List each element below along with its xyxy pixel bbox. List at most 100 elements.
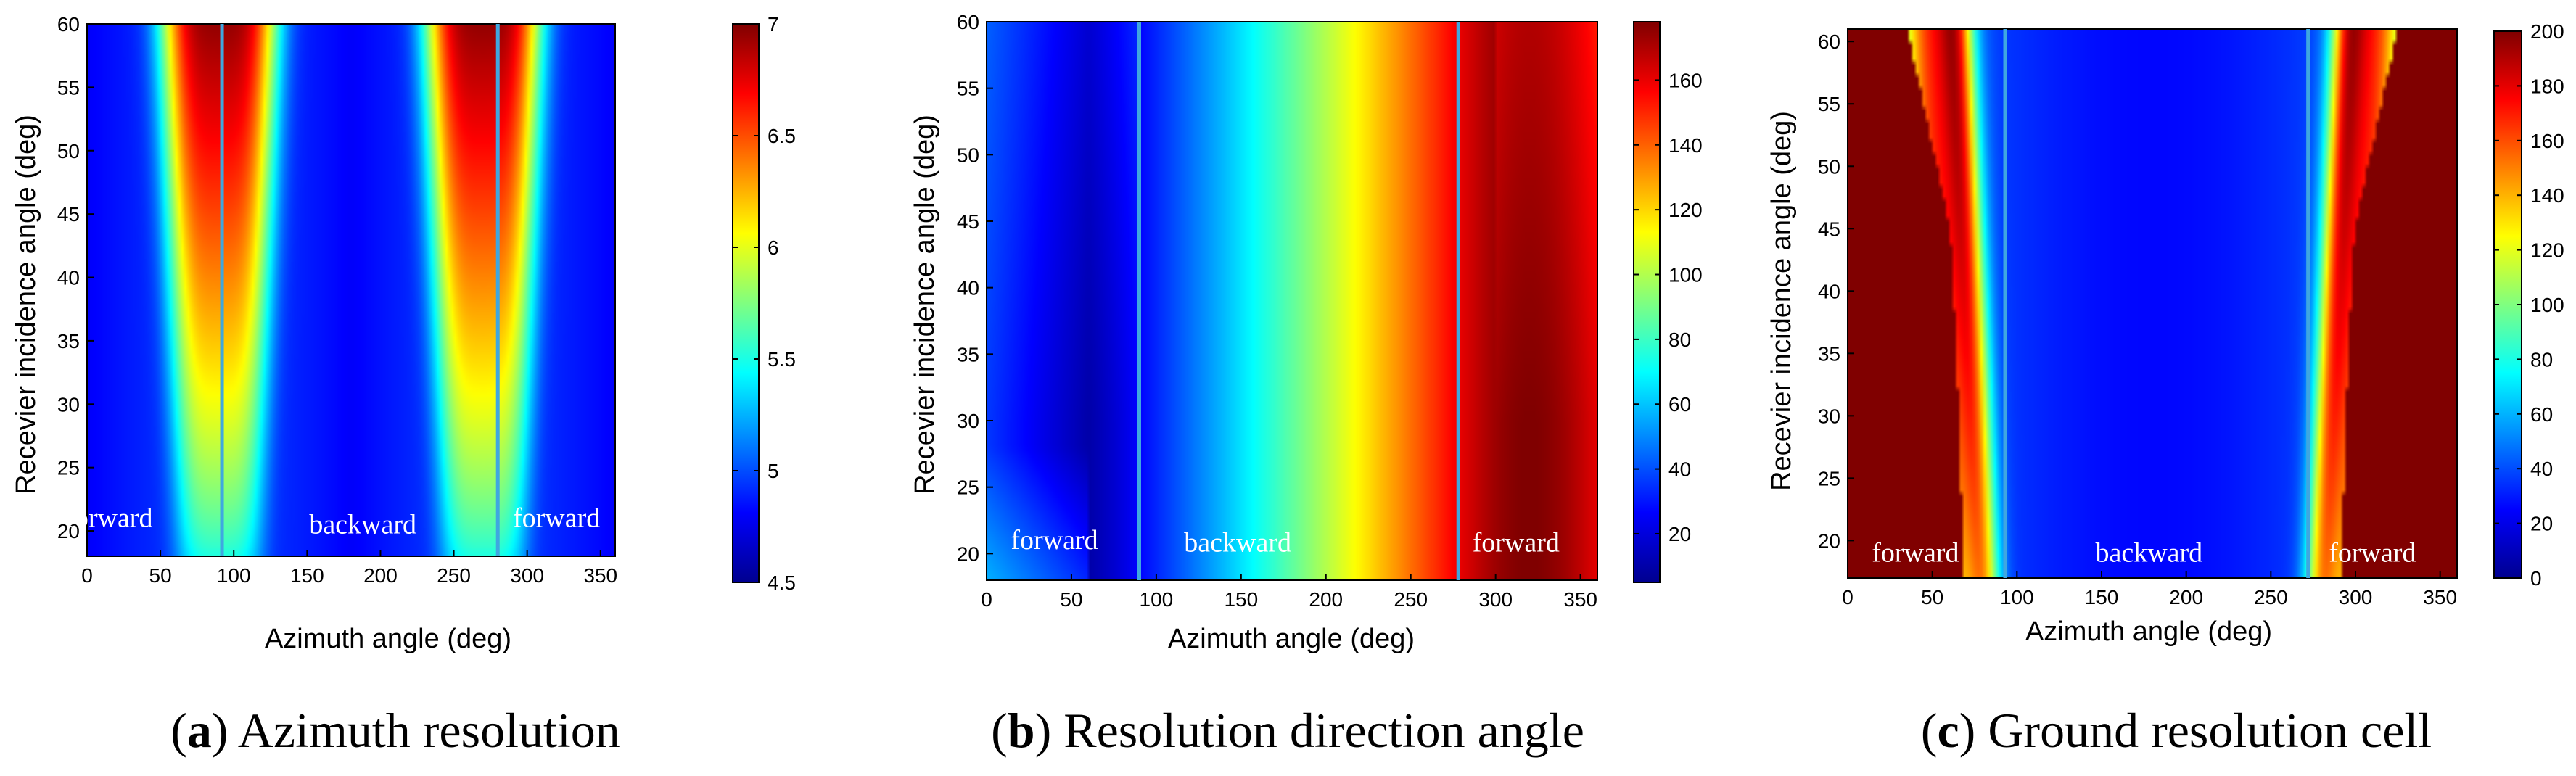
- colorbar-tick-label: 20: [1668, 523, 1691, 545]
- colorbar-tick-label: 40: [1668, 458, 1691, 481]
- colorbar-tick-label: 140: [1668, 134, 1703, 157]
- y-ticks-a: 20 25 30 35 40 45 50 55 60: [57, 13, 94, 542]
- region-label: backward: [1184, 528, 1291, 558]
- y-tick-label: 20: [1818, 529, 1840, 552]
- colorbar-tick-label: 160: [1668, 69, 1703, 91]
- region-labels-a: forward backward forward: [65, 503, 600, 540]
- y-tick-label: 25: [1818, 467, 1840, 490]
- x-tick-label: 350: [2423, 586, 2457, 608]
- colorbar-tick-label: 180: [2530, 75, 2564, 97]
- x-axis-label-b: Azimuth angle (deg): [1168, 624, 1415, 654]
- colorbar-tick-label: 4.5: [768, 571, 796, 594]
- y-tick-label: 60: [57, 13, 80, 36]
- x-axis-label-a: Azimuth angle (deg): [265, 624, 511, 654]
- x-tick-label: 150: [290, 564, 324, 587]
- colorbar-tick-label: 80: [1668, 329, 1691, 351]
- y-tick-label: 50: [957, 144, 979, 166]
- colorbar-ticks-c: 0 20 40 60 80 100 120 140 160 180 200: [2494, 20, 2564, 590]
- colorbar-tick-label: 200: [2530, 20, 2564, 43]
- dividers-c: [2003, 29, 2310, 578]
- panel-a: 0 50 100 150 200 250 300 350 202530354045505560…: [11, 13, 796, 758]
- x-tick-label: 250: [437, 564, 471, 587]
- region-label: forward: [65, 503, 152, 534]
- caption-text-b: Resolution direction angle: [1051, 703, 1584, 758]
- x-tick-label: 300: [510, 564, 544, 587]
- y-tick-label: 30: [57, 393, 80, 416]
- colorbar-ticks-b: 20 40 60 80 100 120 140 160: [1634, 69, 1703, 545]
- caption-c: (c) Ground resolution cell: [1921, 703, 2432, 758]
- x-tick-label: 250: [2254, 586, 2288, 608]
- colorbar-tick-label: 0: [2530, 567, 2542, 590]
- colorbar-tick-label: 20: [2530, 513, 2553, 535]
- x-tick-label: 0: [81, 564, 93, 587]
- region-labels-b: forward backward forward: [1011, 525, 1559, 558]
- colorbar-tick-label: 80: [2530, 348, 2553, 371]
- axes-frame-b: [986, 21, 1598, 581]
- colorbar-tick-label: 6.5: [768, 125, 796, 147]
- axes-frame-a: [86, 23, 616, 557]
- y-tick-label: 60: [1818, 30, 1840, 53]
- y-tick-label: 20: [957, 542, 979, 565]
- colorbar-tick-label: 7: [768, 13, 779, 36]
- region-label: backward: [2095, 538, 2202, 569]
- region-label: forward: [513, 503, 600, 534]
- region-label: forward: [1011, 525, 1098, 556]
- x-tick-label: 300: [2339, 586, 2373, 608]
- heatmap-a: [87, 24, 615, 556]
- y-tick-label: 35: [1818, 342, 1840, 365]
- y-tick-label: 25: [957, 476, 979, 499]
- caption-b: (b) Resolution direction angle: [991, 703, 1584, 758]
- colorbar-b: [1633, 21, 1661, 583]
- y-axis-label-b: Recevier incidence angle (deg): [910, 115, 940, 495]
- caption-text-c: Ground resolution cell: [1975, 703, 2432, 758]
- y-axis-label-c: Recevier incidence angle (deg): [1766, 111, 1797, 491]
- y-tick-label: 60: [957, 11, 979, 33]
- colorbar-tick-label: 100: [2530, 294, 2564, 316]
- y-tick-label: 55: [57, 76, 80, 99]
- region-label: forward: [1872, 538, 1959, 569]
- x-ticks-c: 0 50 100 150 200 250 300 350: [1842, 571, 2457, 608]
- y-tick-label: 30: [1818, 405, 1840, 427]
- x-tick-label: 200: [363, 564, 398, 587]
- colorbar-tick-label: 5: [768, 460, 779, 482]
- y-tick-label: 35: [57, 330, 80, 352]
- colorbar-tick-label: 120: [2530, 239, 2564, 262]
- y-tick-label: 40: [1818, 280, 1840, 302]
- colorbar-tick-label: 60: [2530, 403, 2553, 426]
- x-tick-label: 100: [2000, 586, 2034, 608]
- x-tick-label: 0: [1842, 586, 1853, 608]
- x-tick-label: 50: [149, 564, 172, 587]
- y-tick-label: 45: [1818, 218, 1840, 240]
- x-tick-label: 0: [981, 588, 992, 611]
- y-tick-label: 55: [1818, 93, 1840, 115]
- x-tick-label: 150: [1224, 588, 1258, 611]
- x-tick-label: 250: [1394, 588, 1428, 611]
- colorbar-a: [732, 23, 760, 583]
- region-label: forward: [1473, 528, 1560, 558]
- region-label: backward: [309, 509, 416, 540]
- y-tick-label: 40: [57, 267, 80, 289]
- y-tick-label: 20: [57, 520, 80, 542]
- colorbar-tick-label: 60: [1668, 393, 1691, 416]
- heatmap-c: [1848, 29, 2457, 578]
- y-tick-label: 45: [957, 210, 979, 233]
- y-tick-label: 45: [57, 203, 80, 226]
- axes-frame-c: [1847, 28, 2458, 579]
- y-tick-label: 50: [57, 140, 80, 162]
- colorbar-tick-label: 6: [768, 236, 779, 259]
- colorbar-ticks-a: 4.5 5 5.5 6 6.5 7: [733, 13, 796, 594]
- y-tick-label: 40: [957, 277, 979, 300]
- panel-c: 0 50 100 150 200 250 300 350 202530354045505560…: [1766, 20, 2564, 758]
- y-tick-label: 35: [957, 343, 979, 366]
- region-labels-c: forward backward forward: [1872, 538, 2416, 569]
- dividers-b: [1137, 22, 1460, 580]
- y-ticks-c: 20 25 30 35 40 45 50 55 60: [1818, 30, 1854, 552]
- colorbar-tick-label: 5.5: [768, 348, 796, 371]
- x-tick-label: 350: [1563, 588, 1597, 611]
- colorbar-tick-label: 160: [2530, 130, 2564, 152]
- x-ticks-b: 0 50 100 150 200 250 300 350: [981, 574, 1597, 611]
- caption-letter-c: c: [1937, 703, 1959, 758]
- colorbar-tick-label: 120: [1668, 199, 1703, 221]
- colorbar-tick-label: 40: [2530, 458, 2553, 480]
- x-tick-label: 50: [1060, 588, 1082, 611]
